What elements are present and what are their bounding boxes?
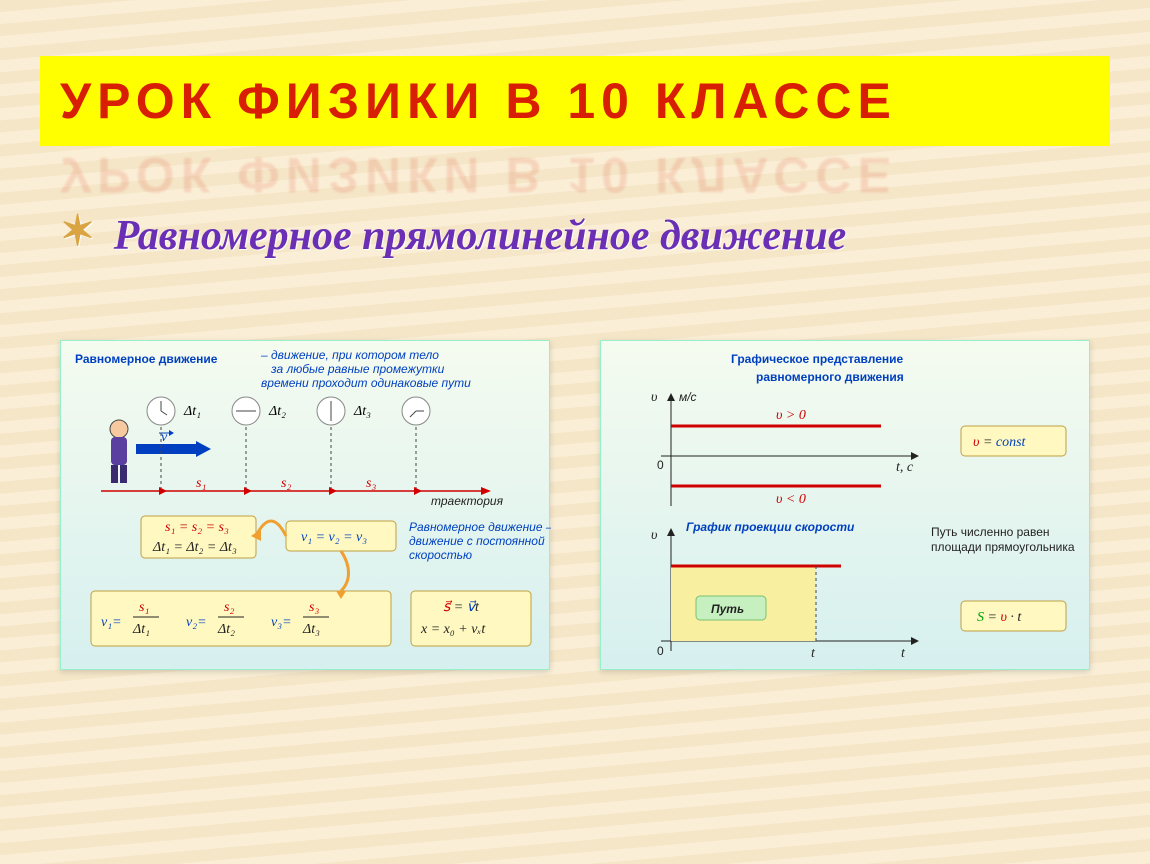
clocks-row: Δt₁ Δt₂ Δt₃ bbox=[147, 397, 430, 425]
left-panel-svg: Равномерное движение – движение, при кот… bbox=[61, 341, 551, 671]
s3: s₃ bbox=[366, 476, 376, 491]
s-text: S = υ · t bbox=[977, 610, 1022, 625]
svg-text:Δt₂: Δt₂ bbox=[217, 622, 235, 637]
eq1: s⃗ = v⃗t bbox=[443, 600, 480, 615]
svg-text:Δt₃: Δt₃ bbox=[302, 622, 320, 637]
v-label: v bbox=[161, 430, 168, 445]
path-label: Путь bbox=[711, 602, 744, 616]
trajectory-label: траектория bbox=[431, 494, 504, 508]
svg-text:v₃=: v₃= bbox=[271, 615, 292, 630]
box1-bot: Δt₁ = Δt₂ = Δt₃ bbox=[152, 540, 237, 555]
title-reflection: УРОК ФИЗИКИ В 10 КЛАССЕ bbox=[60, 146, 897, 204]
svg-text:v₂=: v₂= bbox=[186, 615, 207, 630]
x2-axis: t bbox=[901, 646, 906, 661]
def-l2: за любые равные промежутки bbox=[270, 362, 445, 376]
box1-top: s₁ = s₂ = s₃ bbox=[165, 520, 229, 535]
proj-label: График проекции скорости bbox=[686, 520, 855, 534]
zero1: 0 bbox=[657, 458, 664, 472]
note-body2: скоростью bbox=[409, 548, 472, 562]
note-body1: движение с постоянной bbox=[409, 534, 545, 548]
svg-text:Δt₁: Δt₁ bbox=[132, 622, 150, 637]
svg-text:v₁=: v₁= bbox=[101, 615, 122, 630]
s1: s₁ bbox=[196, 476, 206, 491]
left-title: Равномерное движение bbox=[75, 352, 218, 366]
t-mark: t bbox=[811, 646, 816, 661]
box2: v₁ = v₂ = v₃ bbox=[301, 530, 367, 545]
s2: s₂ bbox=[281, 476, 291, 491]
svg-text:s₃: s₃ bbox=[309, 600, 319, 615]
bullet-icon: ✶ bbox=[60, 206, 95, 256]
svg-text:s₁: s₁ bbox=[139, 600, 149, 615]
zero2: 0 bbox=[657, 644, 664, 658]
dt3: Δt₃ bbox=[353, 404, 371, 419]
path-note-l2: площади прямоугольника bbox=[931, 540, 1075, 554]
y-unit: м/с bbox=[679, 390, 697, 404]
right-title1: Графическое представление bbox=[731, 352, 903, 366]
subtitle-text: Равномерное прямолинейное движение bbox=[114, 213, 847, 259]
y-axis: υ bbox=[651, 390, 657, 405]
dt1: Δt₁ bbox=[183, 404, 201, 419]
eq2: x = x₀ + vₓt bbox=[420, 622, 486, 637]
subtitle: ✶ Равномерное прямолинейное движение bbox=[60, 210, 846, 260]
vneg: υ < 0 bbox=[776, 492, 806, 507]
x-axis: t, с bbox=[896, 460, 914, 475]
const-text: υ = const bbox=[973, 435, 1027, 450]
def-l3: времени проходит одинаковые пути bbox=[261, 376, 471, 390]
right-panel: Графическое представление равномерного д… bbox=[600, 340, 1090, 670]
box-fractions bbox=[91, 591, 391, 646]
right-title2: равномерного движения bbox=[756, 370, 904, 384]
vpos: υ > 0 bbox=[776, 408, 806, 423]
page-title: УРОК ФИЗИКИ В 10 КЛАССЕ bbox=[60, 72, 897, 130]
y2-axis: υ bbox=[651, 528, 657, 543]
def-l1: – движение, при котором тело bbox=[260, 348, 439, 362]
top-chart: υ м/с t, с 0 υ > 0 υ < 0 bbox=[651, 390, 919, 507]
left-panel: Равномерное движение – движение, при кот… bbox=[60, 340, 550, 670]
dt2: Δt₂ bbox=[268, 404, 286, 419]
title-bar: УРОК ФИЗИКИ В 10 КЛАССЕ bbox=[40, 56, 1110, 146]
panels-row: Равномерное движение – движение, при кот… bbox=[60, 340, 1090, 670]
svg-text:s₂: s₂ bbox=[224, 600, 234, 615]
right-panel-svg: Графическое представление равномерного д… bbox=[601, 341, 1091, 671]
note-title: Равномерное движение – bbox=[409, 520, 551, 534]
path-note-l1: Путь численно равен bbox=[931, 525, 1050, 539]
person-icon bbox=[110, 420, 128, 483]
bottom-chart: График проекции скорости υ t 0 t Путь bbox=[651, 520, 919, 661]
